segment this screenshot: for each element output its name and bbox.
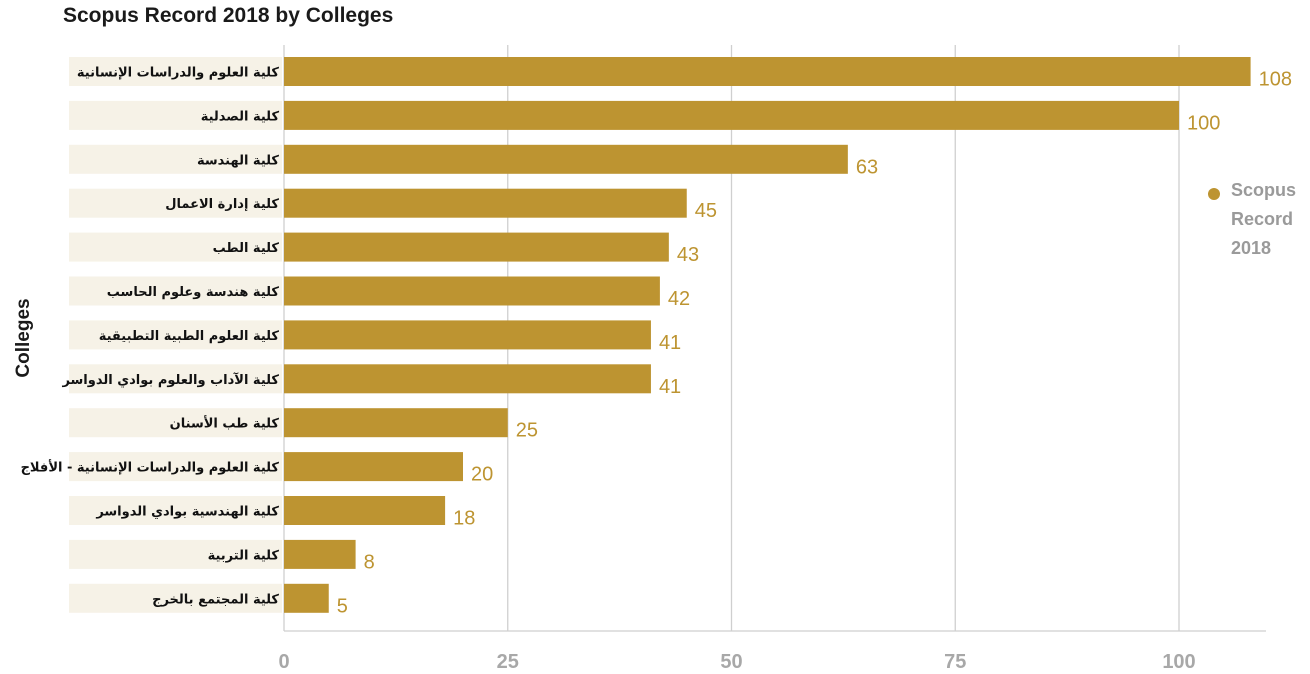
x-tick-label: 100	[1162, 651, 1195, 673]
category-label: كلية الهندسية بوادي الدواسر	[95, 505, 279, 520]
x-tick-labels: 0 25 50 75 100	[278, 651, 1195, 673]
legend-marker	[1208, 188, 1220, 200]
value-label: 18	[453, 508, 475, 530]
category-label: كلية العلوم والدراسات الإنسانية - الأفلا…	[21, 459, 280, 476]
category-band	[69, 188, 282, 218]
x-tick-label: 25	[497, 651, 519, 673]
category-band	[69, 100, 282, 130]
bar	[284, 364, 651, 394]
value-label: 8	[364, 551, 375, 573]
category-band	[69, 232, 282, 262]
value-label: 42	[668, 288, 690, 310]
category-label: كلية هندسة وعلوم الحاسب	[107, 285, 280, 300]
chart-title: Scopus Record 2018 by Colleges	[63, 4, 394, 27]
category-label: كلية التربية	[208, 548, 280, 563]
category-label: كلية الطب	[213, 241, 280, 256]
category-labels: كلية العلوم والدراسات الإنسانية كلية الصد…	[21, 66, 280, 608]
category-band	[69, 144, 282, 174]
bar	[284, 144, 848, 174]
legend-label: Scopus Record 2018	[1231, 180, 1297, 258]
bar	[284, 320, 651, 350]
category-band	[69, 496, 282, 525]
bar	[284, 452, 463, 482]
category-label: كلية الهندسة	[197, 153, 279, 168]
bar	[284, 232, 669, 262]
x-tick-label: 0	[278, 651, 289, 673]
category-band	[69, 583, 282, 613]
value-label: 5	[337, 595, 348, 617]
value-label: 43	[677, 244, 699, 266]
value-label: 20	[471, 464, 493, 486]
value-labels: 108 100 63 45 43 42 41 41 25 20 18 85	[337, 69, 1292, 618]
bar	[284, 276, 660, 306]
bar	[284, 408, 508, 438]
category-band	[69, 408, 282, 438]
bar	[284, 496, 446, 525]
bar	[284, 583, 329, 613]
x-tick-label: 50	[720, 651, 742, 673]
category-band	[69, 539, 282, 569]
category-label: كلية المجتمع بالخرج	[152, 592, 279, 607]
category-label: كلية العلوم الطبية التطبيقية	[99, 329, 280, 344]
category-label: كلية الصدلية	[201, 109, 280, 124]
category-band	[69, 276, 282, 306]
value-label: 41	[659, 332, 681, 354]
category-band	[69, 452, 282, 482]
category-band	[69, 364, 282, 394]
bars	[284, 57, 1251, 613]
category-band	[69, 320, 282, 350]
bar	[284, 188, 687, 218]
value-label: 108	[1259, 69, 1292, 91]
value-label: 45	[695, 200, 717, 222]
value-label: 100	[1187, 112, 1220, 134]
value-label: 41	[659, 376, 681, 398]
category-label: كلية إدارة الاعمال	[165, 197, 279, 212]
bar	[284, 539, 356, 569]
value-label: 25	[516, 420, 538, 442]
category-band	[69, 57, 282, 86]
bar	[284, 57, 1251, 86]
x-tick-label: 75	[944, 651, 966, 673]
category-bands	[69, 57, 282, 613]
category-label: كلية طب الأسنان	[170, 415, 280, 432]
bar	[284, 100, 1179, 130]
category-label: كلية الآداب والعلوم بوادي الدواسر	[61, 372, 279, 388]
category-label: كلية العلوم والدراسات الإنسانية	[77, 66, 280, 81]
value-label: 63	[856, 156, 878, 178]
